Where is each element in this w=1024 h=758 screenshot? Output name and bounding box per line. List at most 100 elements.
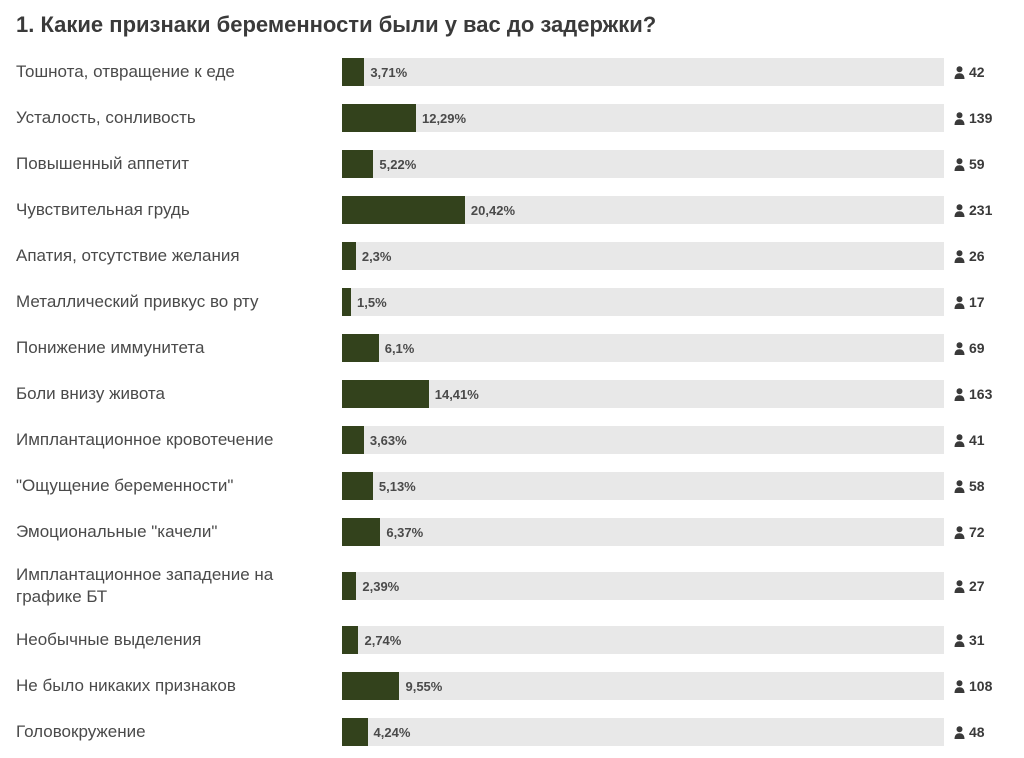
poll-bar-track: 9,55% <box>342 672 944 700</box>
poll-option-label: Не было никаких признаков <box>16 675 342 697</box>
poll-bar-percent: 6,37% <box>386 525 423 540</box>
poll-vote-count: 59 <box>944 156 1008 172</box>
poll-options-list: Тошнота, отвращение к еде 3,71% 42 Устал… <box>16 58 1008 746</box>
poll-vote-count: 27 <box>944 578 1008 594</box>
poll-option-row: Апатия, отсутствие желания 2,3% 26 <box>16 242 1008 270</box>
poll-option-row: Необычные выделения 2,74% 31 <box>16 626 1008 654</box>
poll-option-row: Не было никаких признаков 9,55% 108 <box>16 672 1008 700</box>
poll-bar-fill <box>342 472 373 500</box>
person-icon <box>954 634 965 647</box>
poll-option-row: Тошнота, отвращение к еде 3,71% 42 <box>16 58 1008 86</box>
poll-bar-track: 1,5% <box>342 288 944 316</box>
poll-bar-percent: 20,42% <box>471 203 515 218</box>
poll-bar-track: 5,13% <box>342 472 944 500</box>
poll-vote-count: 163 <box>944 386 1008 402</box>
poll-vote-count: 58 <box>944 478 1008 494</box>
person-icon <box>954 526 965 539</box>
poll-bar-fill <box>342 334 379 362</box>
poll-option-label: "Ощущение беременности" <box>16 475 342 497</box>
poll-option-label: Чувствительная грудь <box>16 199 342 221</box>
poll-vote-count-value: 42 <box>969 64 985 80</box>
poll-bar-percent: 1,5% <box>357 295 387 310</box>
poll-bar-fill <box>342 626 358 654</box>
poll-bar-track: 2,3% <box>342 242 944 270</box>
poll-vote-count-value: 163 <box>969 386 992 402</box>
poll-vote-count-value: 59 <box>969 156 985 172</box>
poll-bar-fill <box>342 196 465 224</box>
person-icon <box>954 388 965 401</box>
poll-vote-count: 41 <box>944 432 1008 448</box>
poll-bar-fill <box>342 672 399 700</box>
poll-bar-percent: 2,3% <box>362 249 392 264</box>
poll-vote-count: 17 <box>944 294 1008 310</box>
poll-bar-percent: 14,41% <box>435 387 479 402</box>
poll-option-label: Имплантационное западение на графике БТ <box>16 564 342 608</box>
poll-option-label: Боли внизу живота <box>16 383 342 405</box>
poll-vote-count-value: 72 <box>969 524 985 540</box>
poll-bar-fill <box>342 288 351 316</box>
poll-bar-percent: 3,71% <box>370 65 407 80</box>
poll-option-label: Усталость, сонливость <box>16 107 342 129</box>
poll-bar-percent: 9,55% <box>405 679 442 694</box>
poll-vote-count-value: 108 <box>969 678 992 694</box>
poll-option-label: Апатия, отсутствие желания <box>16 245 342 267</box>
poll-option-label: Эмоциональные "качели" <box>16 521 342 543</box>
poll-bar-track: 2,74% <box>342 626 944 654</box>
person-icon <box>954 296 965 309</box>
poll-option-row: Имплантационное кровотечение 3,63% 41 <box>16 426 1008 454</box>
poll-bar-track: 4,24% <box>342 718 944 746</box>
person-icon <box>954 434 965 447</box>
poll-vote-count-value: 31 <box>969 632 985 648</box>
poll-bar-fill <box>342 150 373 178</box>
poll-option-label: Имплантационное кровотечение <box>16 429 342 451</box>
poll-bar-percent: 12,29% <box>422 111 466 126</box>
poll-option-row: Боли внизу живота 14,41% 163 <box>16 380 1008 408</box>
poll-bar-percent: 6,1% <box>385 341 415 356</box>
poll-option-row: Головокружение 4,24% 48 <box>16 718 1008 746</box>
poll-vote-count-value: 26 <box>969 248 985 264</box>
poll-bar-track: 6,1% <box>342 334 944 362</box>
person-icon <box>954 66 965 79</box>
poll-vote-count: 69 <box>944 340 1008 356</box>
poll-bar-percent: 5,13% <box>379 479 416 494</box>
poll-bar-percent: 3,63% <box>370 433 407 448</box>
poll-vote-count-value: 41 <box>969 432 985 448</box>
poll-bar-track: 5,22% <box>342 150 944 178</box>
person-icon <box>954 158 965 171</box>
person-icon <box>954 480 965 493</box>
poll-bar-track: 3,71% <box>342 58 944 86</box>
poll-bar-track: 6,37% <box>342 518 944 546</box>
poll-option-label: Понижение иммунитета <box>16 337 342 359</box>
poll-vote-count-value: 69 <box>969 340 985 356</box>
poll-bar-percent: 2,39% <box>362 579 399 594</box>
poll-bar-percent: 5,22% <box>379 157 416 172</box>
poll-vote-count: 108 <box>944 678 1008 694</box>
poll-bar-fill <box>342 572 356 600</box>
poll-vote-count: 42 <box>944 64 1008 80</box>
poll-vote-count-value: 17 <box>969 294 985 310</box>
poll-option-row: Эмоциональные "качели" 6,37% 72 <box>16 518 1008 546</box>
poll-option-label: Необычные выделения <box>16 629 342 651</box>
poll-vote-count: 26 <box>944 248 1008 264</box>
poll-bar-fill <box>342 518 380 546</box>
poll-option-row: Повышенный аппетит 5,22% 59 <box>16 150 1008 178</box>
poll-option-row: Чувствительная грудь 20,42% 231 <box>16 196 1008 224</box>
poll-option-label: Тошнота, отвращение к еде <box>16 61 342 83</box>
poll-bar-track: 14,41% <box>342 380 944 408</box>
poll-vote-count-value: 231 <box>969 202 992 218</box>
poll-vote-count-value: 139 <box>969 110 992 126</box>
person-icon <box>954 580 965 593</box>
poll-vote-count: 48 <box>944 724 1008 740</box>
poll-option-label: Повышенный аппетит <box>16 153 342 175</box>
poll-vote-count-value: 48 <box>969 724 985 740</box>
poll-vote-count-value: 58 <box>969 478 985 494</box>
poll-vote-count: 231 <box>944 202 1008 218</box>
poll-bar-fill <box>342 242 356 270</box>
poll-question-title: 1. Какие признаки беременности были у ва… <box>16 12 1008 38</box>
poll-bar-fill <box>342 426 364 454</box>
person-icon <box>954 112 965 125</box>
poll-bar-percent: 2,74% <box>364 633 401 648</box>
poll-bar-percent: 4,24% <box>374 725 411 740</box>
poll-option-label: Головокружение <box>16 721 342 743</box>
poll-option-row: Усталость, сонливость 12,29% 139 <box>16 104 1008 132</box>
